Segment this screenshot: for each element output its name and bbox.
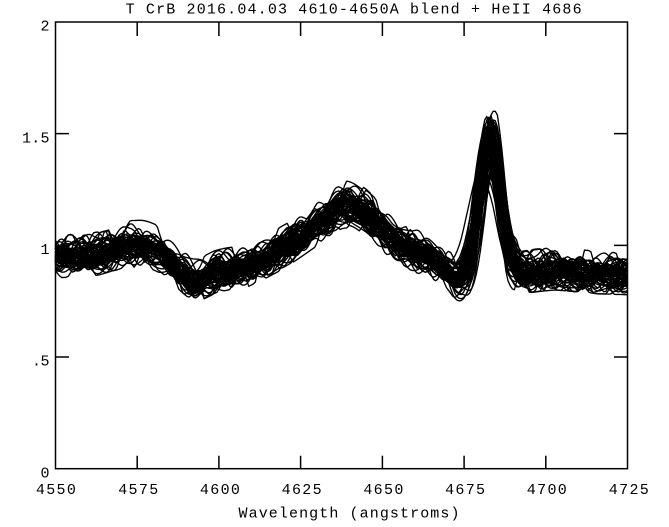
svg-text:Wavelength (angstroms): Wavelength (angstroms) <box>239 505 460 522</box>
svg-text:4675: 4675 <box>445 482 485 499</box>
svg-text:4650: 4650 <box>363 482 403 499</box>
svg-text:4700: 4700 <box>527 482 567 499</box>
svg-text:4625: 4625 <box>282 482 322 499</box>
svg-text:4550: 4550 <box>36 482 76 499</box>
svg-text:.5: .5 <box>32 354 50 371</box>
svg-text:2: 2 <box>40 19 49 36</box>
svg-text:1: 1 <box>40 242 49 259</box>
svg-text:1.5: 1.5 <box>22 130 50 147</box>
svg-text:T CrB 2016.04.03 4610-4650A bl: T CrB 2016.04.03 4610-4650A blend + HeII… <box>126 2 582 19</box>
svg-text:4600: 4600 <box>200 482 240 499</box>
svg-text:4725: 4725 <box>609 482 649 499</box>
svg-text:4575: 4575 <box>118 482 158 499</box>
svg-text:0: 0 <box>40 465 49 482</box>
